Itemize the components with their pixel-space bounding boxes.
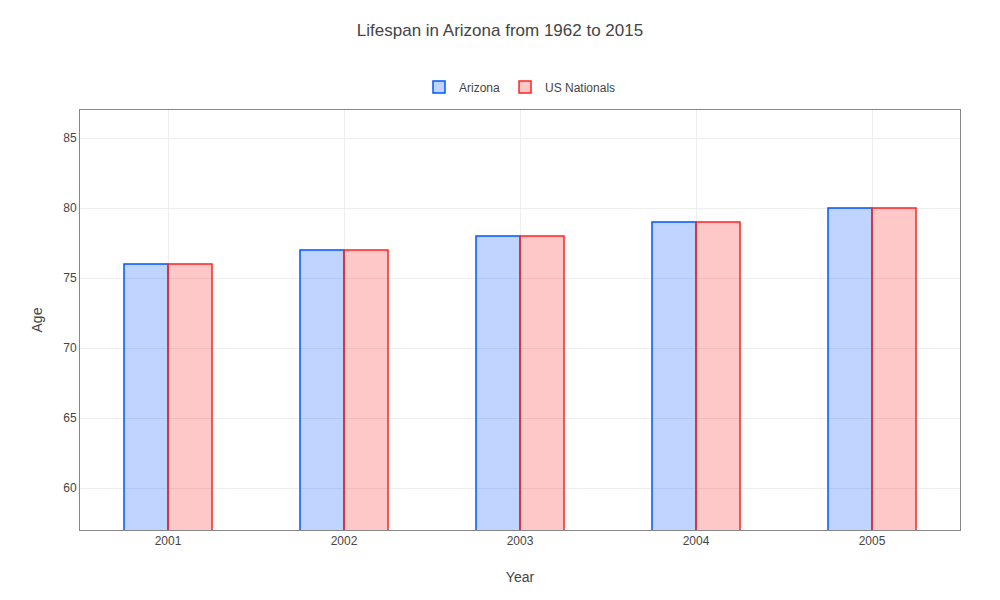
svg-text:65: 65: [63, 411, 77, 425]
svg-text:Year: Year: [506, 569, 535, 585]
svg-text:US Nationals: US Nationals: [545, 81, 615, 95]
svg-text:Age: Age: [29, 307, 45, 332]
svg-text:85: 85: [63, 131, 77, 145]
svg-text:Arizona: Arizona: [459, 81, 500, 95]
svg-text:70: 70: [63, 341, 77, 355]
svg-text:80: 80: [63, 201, 77, 215]
svg-text:2004: 2004: [683, 534, 710, 548]
svg-text:2003: 2003: [507, 534, 534, 548]
svg-text:Lifespan in Arizona from 1962: Lifespan in Arizona from 1962 to 2015: [357, 21, 643, 40]
svg-text:2002: 2002: [331, 534, 358, 548]
svg-text:2001: 2001: [155, 534, 182, 548]
svg-text:75: 75: [63, 271, 77, 285]
svg-text:2005: 2005: [859, 534, 886, 548]
svg-text:60: 60: [63, 481, 77, 495]
